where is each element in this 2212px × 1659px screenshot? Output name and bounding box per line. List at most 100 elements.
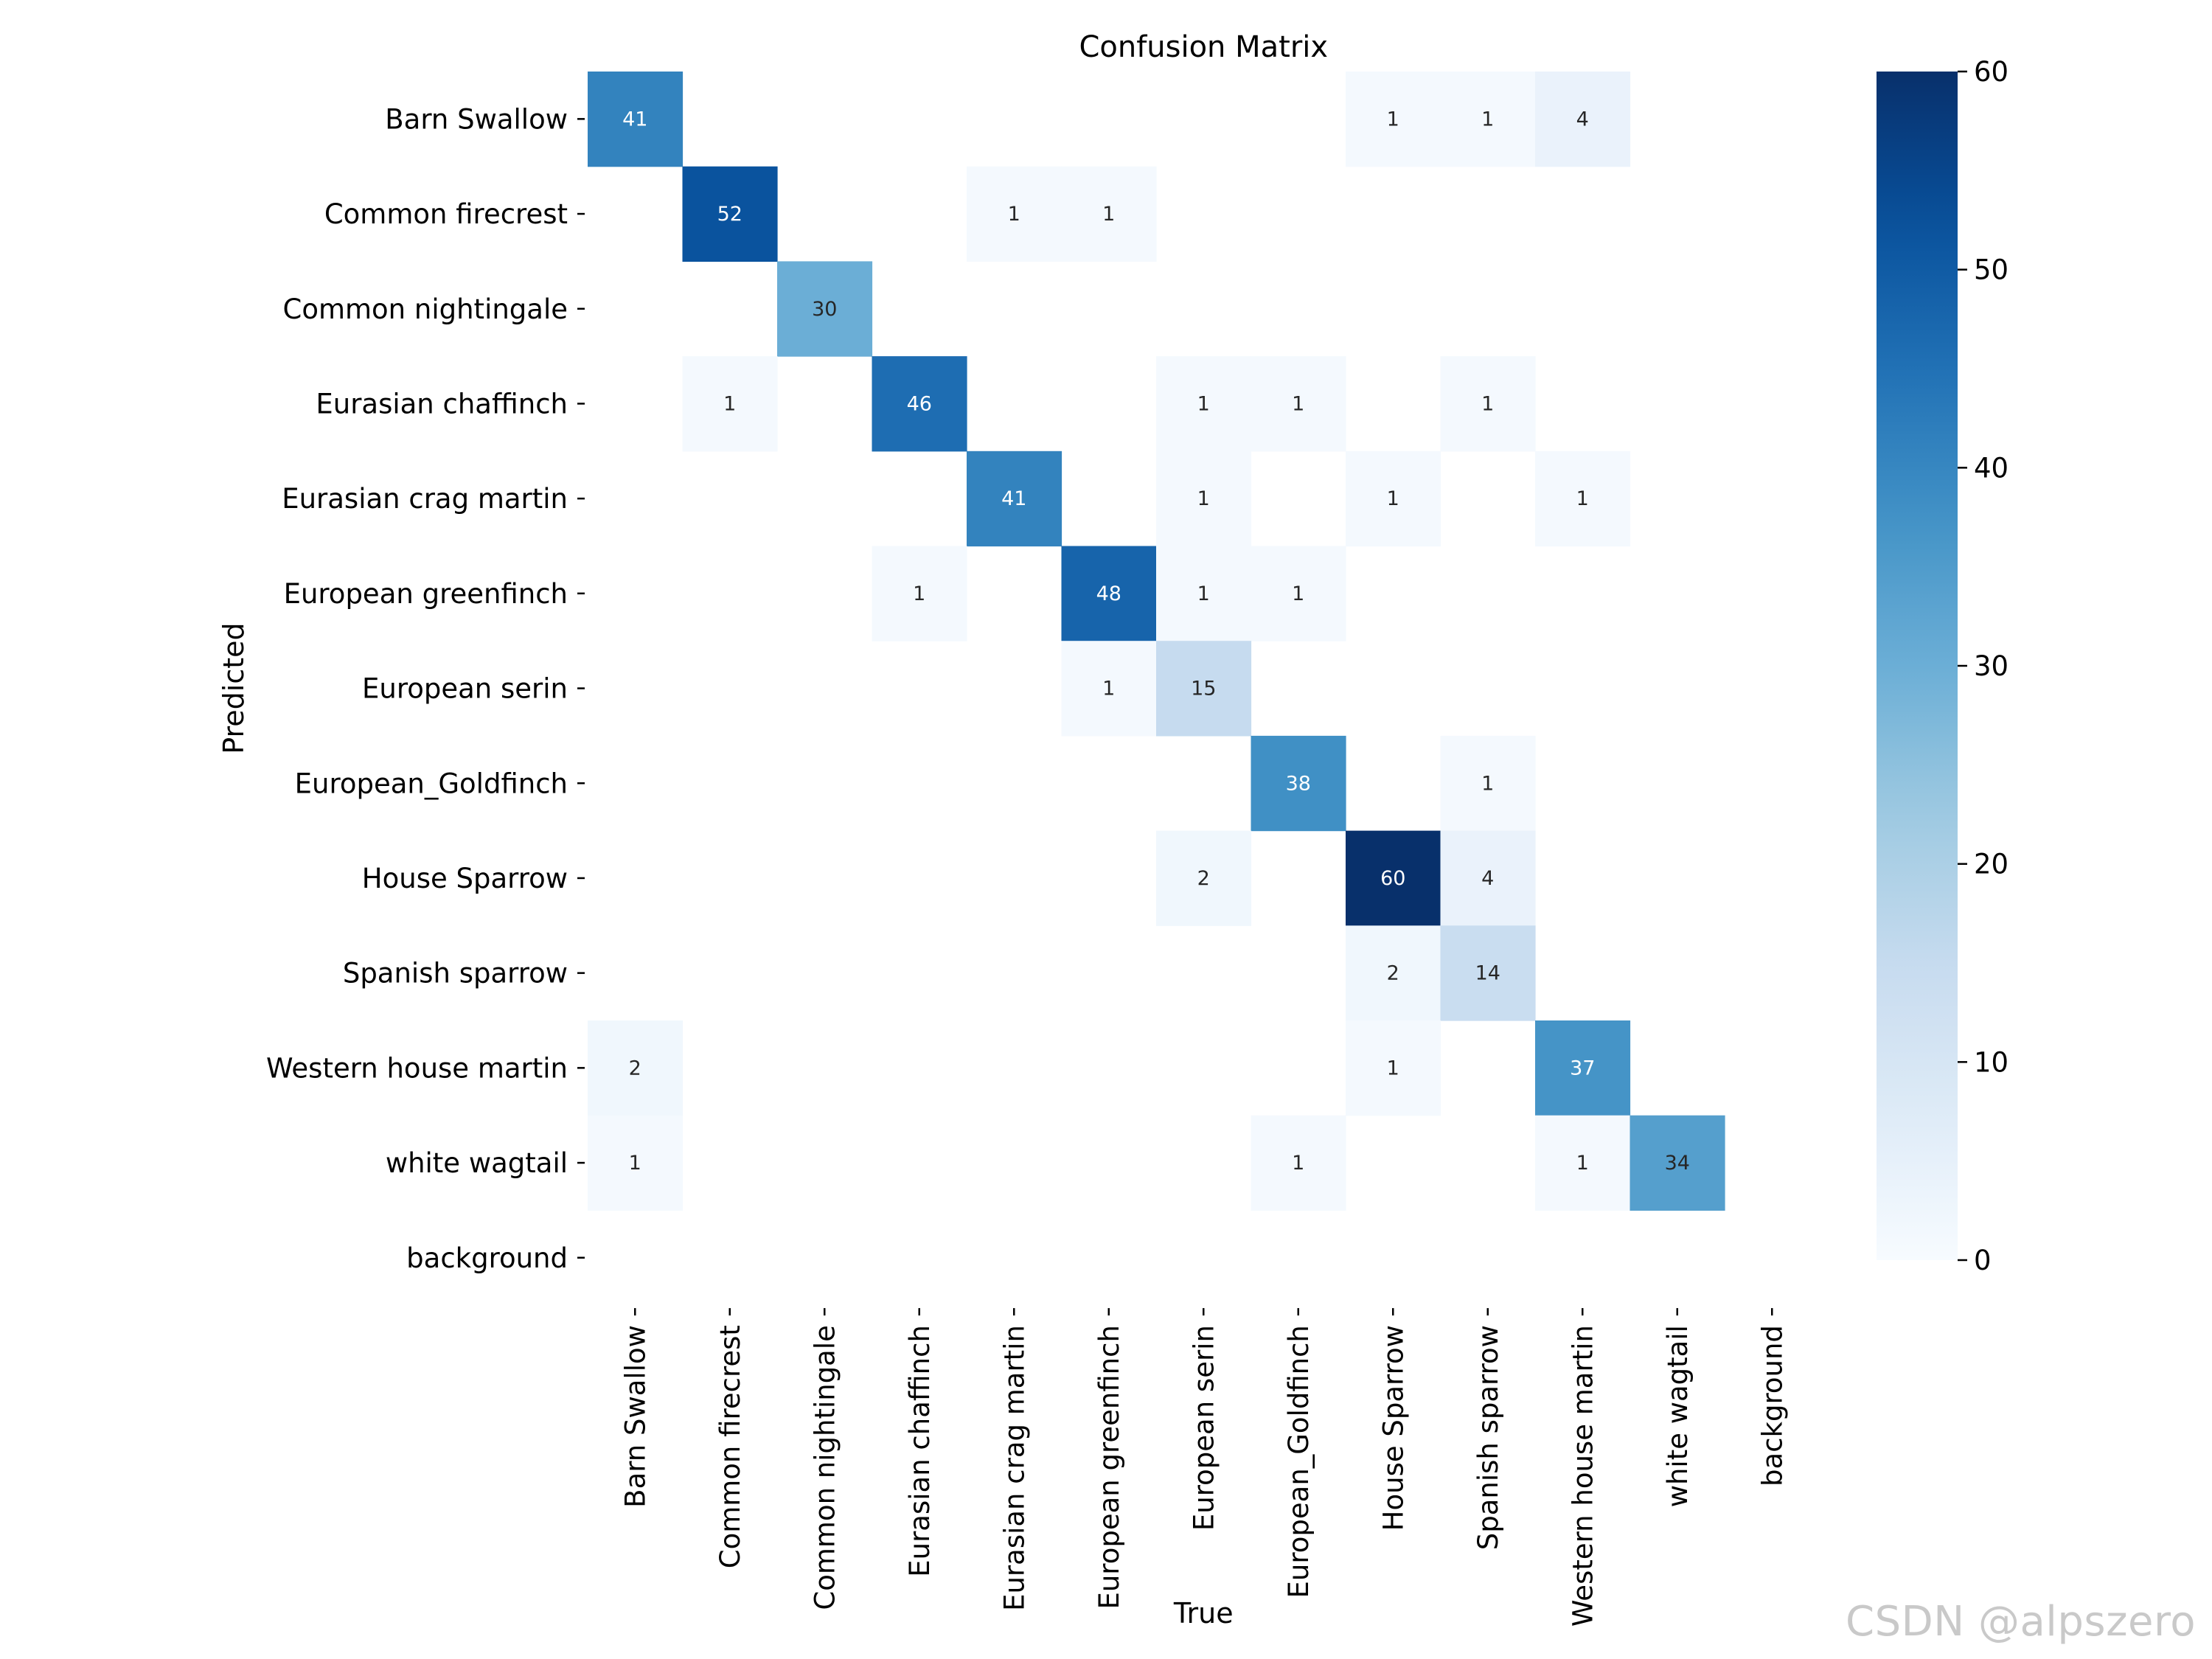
- cell-value-label: 1: [1387, 1057, 1399, 1079]
- cell-value-label: 34: [1665, 1152, 1690, 1175]
- cell-value-label: 1: [1481, 772, 1494, 795]
- colorbar-tick-label: 10: [1974, 1046, 2008, 1078]
- heatmap-cell: [682, 356, 778, 452]
- x-tick-label: European serin: [1188, 1325, 1220, 1531]
- x-tick-label: European_Goldfinch: [1283, 1325, 1315, 1598]
- cell-value-label: 1: [1387, 487, 1399, 510]
- cell-value-label: 41: [622, 108, 647, 131]
- heatmap-cell: [1156, 546, 1252, 641]
- cell-value-label: 4: [1481, 867, 1494, 890]
- cell-value-label: 2: [629, 1057, 641, 1079]
- cell-value-label: 1: [1197, 582, 1210, 605]
- heatmap-cell: [1156, 830, 1252, 926]
- heatmap-cell: [872, 546, 967, 641]
- heatmap-cell: [1440, 925, 1536, 1021]
- heatmap-cell: [967, 166, 1062, 262]
- x-tick-label: background: [1756, 1325, 1788, 1486]
- x-tick-label: European greenfinch: [1093, 1325, 1125, 1609]
- x-tick-label: Common nightingale: [809, 1325, 841, 1610]
- y-tick-label: background: [406, 1242, 568, 1274]
- cell-value-label: 1: [1292, 1152, 1304, 1175]
- colorbar-tick-label: 40: [1974, 452, 2008, 484]
- heatmap-cell: [1440, 356, 1536, 452]
- y-tick-label: Common firecrest: [324, 198, 568, 230]
- heatmap-cell: [872, 356, 967, 452]
- heatmap-cell: [1346, 72, 1441, 167]
- y-tick-label: Common nightingale: [282, 293, 568, 325]
- cell-value-label: 1: [1197, 392, 1210, 415]
- heatmap-cell: [1440, 72, 1536, 167]
- heatmap-cell: [588, 1115, 684, 1211]
- heatmap-cell: [1535, 451, 1631, 547]
- heatmap-cell: [1440, 735, 1536, 832]
- heatmap-cell: [1630, 1115, 1725, 1211]
- cell-value-label: 48: [1096, 582, 1121, 605]
- heatmap-cell: [1251, 1115, 1346, 1211]
- heatmap-cell: [1346, 830, 1441, 926]
- heatmap-cell: [1061, 546, 1157, 641]
- heatmap-cell: [1535, 72, 1631, 167]
- y-tick-label: European_Goldfinch: [295, 768, 568, 799]
- colorbar-tick-label: 30: [1974, 650, 2008, 682]
- cell-value-label: 52: [717, 203, 742, 226]
- y-tick-label: Barn Swallow: [385, 103, 568, 135]
- cell-value-label: 1: [1292, 392, 1304, 415]
- heatmap-cell: [1251, 735, 1346, 832]
- heatmap-cell: [1156, 641, 1252, 737]
- cell-value-label: 1: [1102, 203, 1115, 226]
- y-tick-label: white wagtail: [386, 1147, 568, 1179]
- heatmap-cell: [1535, 1020, 1631, 1116]
- cell-value-label: 46: [907, 392, 932, 415]
- x-tick-label: Eurasian crag martin: [998, 1325, 1030, 1611]
- heatmap-cell: [1251, 356, 1346, 452]
- cell-value-label: 1: [723, 392, 736, 415]
- x-tick-label: Common firecrest: [714, 1325, 746, 1568]
- x-tick-label: House Sparrow: [1377, 1325, 1409, 1531]
- y-tick-label: Western house martin: [266, 1052, 568, 1084]
- heatmap-cell: [1061, 166, 1157, 262]
- y-tick-label: European greenfinch: [284, 578, 568, 610]
- cell-value-label: 30: [812, 298, 837, 321]
- colorbar: [1877, 72, 1958, 1260]
- colorbar-tick-label: 0: [1974, 1245, 1992, 1276]
- y-axis-label: Predicted: [218, 622, 250, 754]
- x-tick-label: Barn Swallow: [619, 1325, 651, 1508]
- heatmap-cell: [1346, 451, 1441, 547]
- cell-value-label: 4: [1576, 108, 1589, 131]
- y-tick-label: Eurasian chaffinch: [316, 388, 568, 420]
- x-tick-label: Western house martin: [1567, 1325, 1599, 1627]
- cell-value-label: 1: [1387, 108, 1399, 131]
- heatmap-cell: [1535, 1115, 1631, 1211]
- chart-title: Confusion Matrix: [1079, 30, 1328, 64]
- cell-value-label: 41: [1001, 487, 1026, 510]
- heatmap-cell: [1251, 546, 1346, 641]
- colorbar-tick-label: 20: [1974, 849, 2008, 880]
- cell-value-label: 1: [1481, 108, 1494, 131]
- cell-value-label: 1: [1481, 392, 1494, 415]
- cell-value-label: 37: [1570, 1057, 1595, 1079]
- heatmap-cell: [588, 72, 684, 167]
- cell-value-label: 1: [1008, 203, 1020, 226]
- colorbar-tick-label: 50: [1974, 254, 2008, 286]
- cell-value-label: 2: [1387, 962, 1399, 985]
- y-tick-label: European serin: [362, 673, 568, 705]
- heatmap-cell: [1156, 451, 1252, 547]
- cell-value-label: 2: [1197, 867, 1210, 890]
- colorbar-tick-label: 60: [1974, 56, 2008, 88]
- cell-value-label: 1: [1292, 582, 1304, 605]
- y-tick-label: Spanish sparrow: [343, 958, 568, 990]
- heatmap-cell: [588, 1020, 684, 1116]
- cell-value-label: 14: [1475, 962, 1500, 985]
- heatmap-cell: [682, 166, 778, 262]
- heatmap-cell: [777, 261, 873, 357]
- cell-value-label: 1: [1197, 487, 1210, 510]
- cell-value-label: 38: [1286, 772, 1311, 795]
- cell-value-label: 1: [913, 582, 925, 605]
- heatmap-cell: [1346, 925, 1441, 1021]
- watermark: CSDN @alpszero: [1846, 1598, 2196, 1646]
- y-tick-label: House Sparrow: [362, 863, 568, 894]
- heatmap-cell: [1440, 830, 1536, 926]
- x-tick-label: Eurasian chaffinch: [904, 1325, 936, 1577]
